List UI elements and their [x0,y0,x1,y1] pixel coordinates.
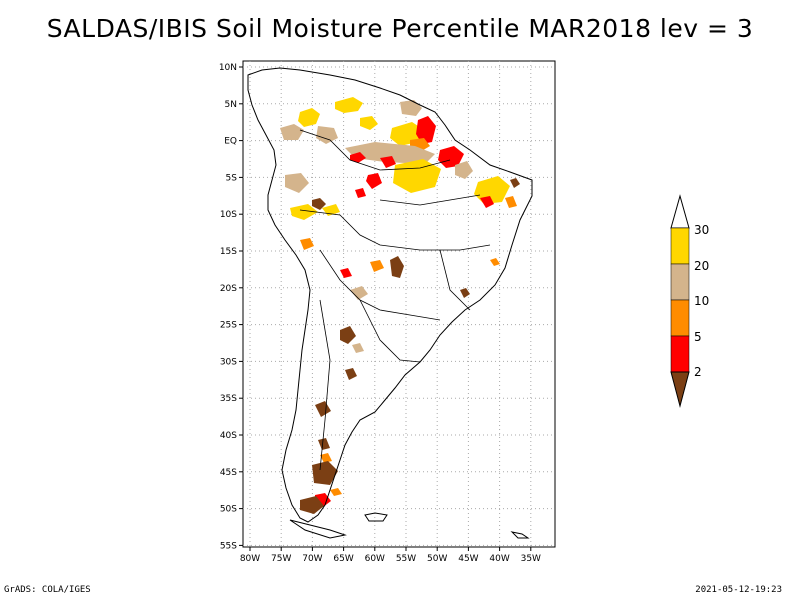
lat-tick-label: 55S [220,541,237,551]
footer-timestamp: 2021-05-12-19:23 [695,585,782,595]
colorbar-20-30 [670,227,690,265]
patch-brown [510,178,520,188]
colorbar-5-10 [670,299,690,337]
lon-tick-label: 65W [333,554,353,564]
colorbar-label: 10 [694,294,709,308]
colorbar-label: 30 [694,223,709,237]
patch-red [438,146,464,168]
patch-brown [300,496,324,514]
lat-tick-label: 10S [220,210,237,220]
patch-tan [285,173,309,193]
patch-yellow [360,116,378,130]
patch-tan [455,161,473,179]
lat-tick-label: 45S [220,468,237,478]
patch-yellow [290,204,318,220]
lon-tick-label: 35W [521,554,541,564]
patch-yellow [335,97,363,113]
lat-tick-label: 10N [219,63,237,73]
patch-brown [315,401,331,417]
lat-tick-label: 15S [220,247,237,257]
patch-brown [312,198,326,210]
lon-tick-label: 45W [458,554,478,564]
lat-tick-label: 50S [220,505,237,515]
patch-orange [320,453,332,463]
lat-tick-label: 5S [226,173,238,183]
map-title: SALDAS/IBIS Soil Moisture Percentile MAR… [46,14,754,43]
lon-tick-label: 55W [396,554,416,564]
patch-orange [300,238,314,250]
patch-tan [345,142,435,164]
colorbar-label: 2 [694,365,702,379]
patch-brown [318,438,330,450]
colorbar-below-2 [670,371,690,408]
patch-red [380,156,396,168]
lon-tick-label: 80W [240,554,260,564]
patch-brown [312,461,338,485]
patch-orange [505,196,517,208]
patch-red [416,116,436,144]
patch-red [340,268,352,278]
lat-tick-label: 25S [220,321,237,331]
patch-brown [460,288,470,298]
patch-tan [350,286,368,300]
colorbar-2-5 [670,335,690,373]
lon-tick-label: 50W [427,554,447,564]
colorbar-label: 20 [694,259,709,273]
patch-red [350,152,366,163]
patch-red [480,196,494,208]
lon-tick-label: 40W [489,554,509,564]
color-bar: 30 20 10 5 2 [670,194,709,408]
patch-brown [340,326,356,344]
soil-moisture-patches [280,97,520,514]
patch-yellow [298,108,320,127]
patch-tan [400,100,422,116]
lon-tick-label: 60W [365,554,385,564]
patch-tan [316,126,338,144]
patch-orange [330,488,342,496]
patch-red [366,173,382,189]
patch-tan [352,343,364,353]
lat-tick-label: 30S [220,357,237,367]
patch-brown [390,256,404,278]
patch-orange [490,258,500,266]
colorbar-above-30 [670,194,690,229]
patch-yellow [393,159,441,193]
lat-tick-label: 20S [220,284,237,294]
colorbar-10-20 [670,263,690,301]
patch-tan [280,124,304,140]
lat-tick-label: 5N [225,100,237,110]
longitude-labels: 80W 75W 70W 65W 60W 55W 50W 45W 40W 35W [240,547,541,564]
latitude-labels: 10N 5N EQ 5S 10S 15S 20S 25S 30S 35S 40S 45S 50S 55S [219,63,243,551]
lat-tick-label: 35S [220,394,237,404]
patch-red [355,188,366,198]
footer-credit: GrADS: COLA/IGES [4,585,91,595]
patch-orange [370,260,384,272]
patch-yellow [474,176,510,204]
lon-tick-label: 75W [271,554,291,564]
patch-brown [345,368,357,380]
colorbar-label: 5 [694,330,702,344]
lat-tick-label: EQ [224,137,237,147]
lon-tick-label: 70W [302,554,322,564]
coastline [247,67,533,539]
lat-tick-label: 40S [220,431,237,441]
